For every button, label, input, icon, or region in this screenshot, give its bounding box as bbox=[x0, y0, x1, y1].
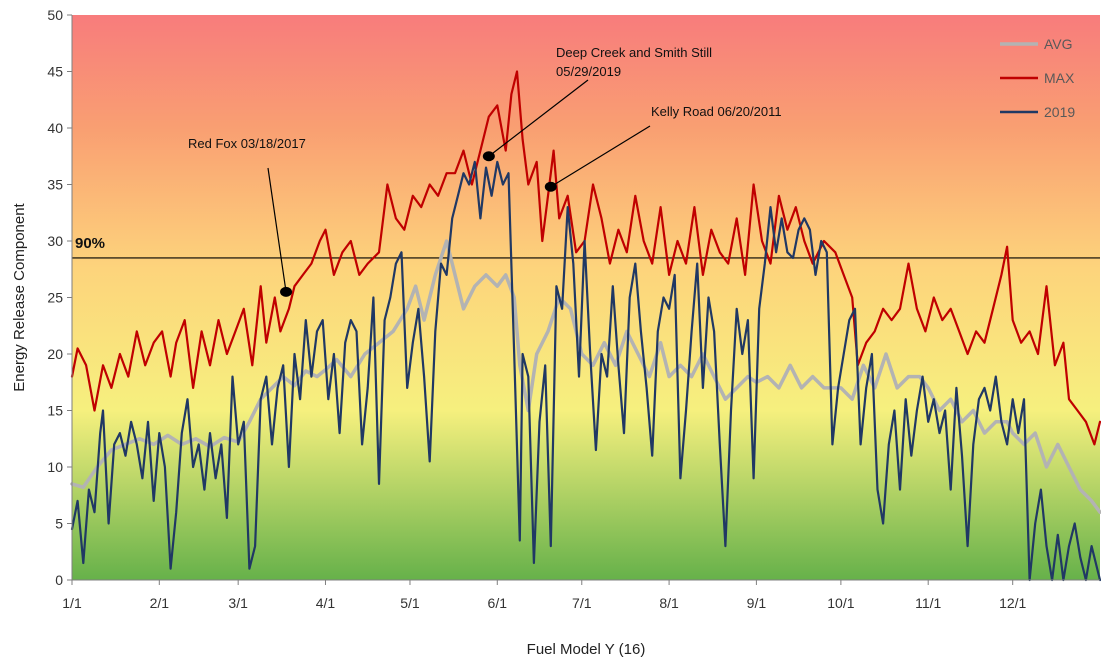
y-tick-label: 25 bbox=[47, 290, 63, 306]
y-tick-label: 10 bbox=[47, 459, 63, 475]
x-tick-label: 5/1 bbox=[400, 595, 420, 611]
x-tick-label: 9/1 bbox=[747, 595, 767, 611]
annotation-label: Kelly Road 06/20/2011 bbox=[651, 104, 782, 119]
annotation-leader bbox=[550, 125, 651, 188]
y-tick-label: 45 bbox=[47, 64, 63, 80]
y-tick-label: 15 bbox=[47, 403, 63, 419]
y-tick-label: 40 bbox=[47, 120, 63, 136]
reference-line-label: 90% bbox=[75, 235, 105, 252]
x-tick-label: 10/1 bbox=[827, 595, 854, 611]
annotation-label: Deep Creek and Smith Still bbox=[556, 45, 712, 60]
annotation-label: 05/29/2019 bbox=[556, 64, 621, 79]
plot-background bbox=[72, 15, 1100, 580]
x-tick-label: 1/1 bbox=[62, 595, 82, 611]
legend-label: 2019 bbox=[1044, 104, 1075, 120]
x-tick-label: 11/1 bbox=[915, 595, 941, 611]
legend-label: AVG bbox=[1044, 36, 1073, 52]
x-tick-label: 6/1 bbox=[488, 595, 508, 611]
x-tick-label: 7/1 bbox=[572, 595, 592, 611]
annotation-leader bbox=[267, 167, 287, 292]
y-tick-label: 35 bbox=[47, 177, 63, 193]
y-axis-title: Energy Release Component bbox=[11, 202, 28, 391]
series-line-avg bbox=[70, 239, 1101, 514]
y-tick-label: 30 bbox=[47, 233, 63, 249]
y-tick-label: 20 bbox=[47, 346, 63, 362]
x-tick-label: 4/1 bbox=[316, 595, 336, 611]
annotation-label: Red Fox 03/18/2017 bbox=[188, 136, 306, 151]
y-tick-label: 0 bbox=[55, 572, 63, 588]
series-line-max bbox=[70, 70, 1101, 446]
y-tick-label: 5 bbox=[55, 516, 63, 532]
x-axis-title: Fuel Model Y (16) bbox=[527, 641, 646, 658]
y-tick-label: 50 bbox=[47, 7, 63, 23]
x-tick-label: 3/1 bbox=[228, 595, 248, 611]
legend-label: MAX bbox=[1044, 70, 1075, 86]
annotation-marker bbox=[280, 286, 293, 297]
series-line-2019 bbox=[70, 160, 1101, 582]
annotation-leader bbox=[488, 79, 589, 157]
x-tick-label: 12/1 bbox=[999, 595, 1026, 611]
annotation-marker bbox=[482, 151, 495, 162]
x-tick-label: 8/1 bbox=[659, 595, 679, 611]
x-tick-label: 2/1 bbox=[150, 595, 170, 611]
annotation-marker bbox=[544, 181, 557, 192]
